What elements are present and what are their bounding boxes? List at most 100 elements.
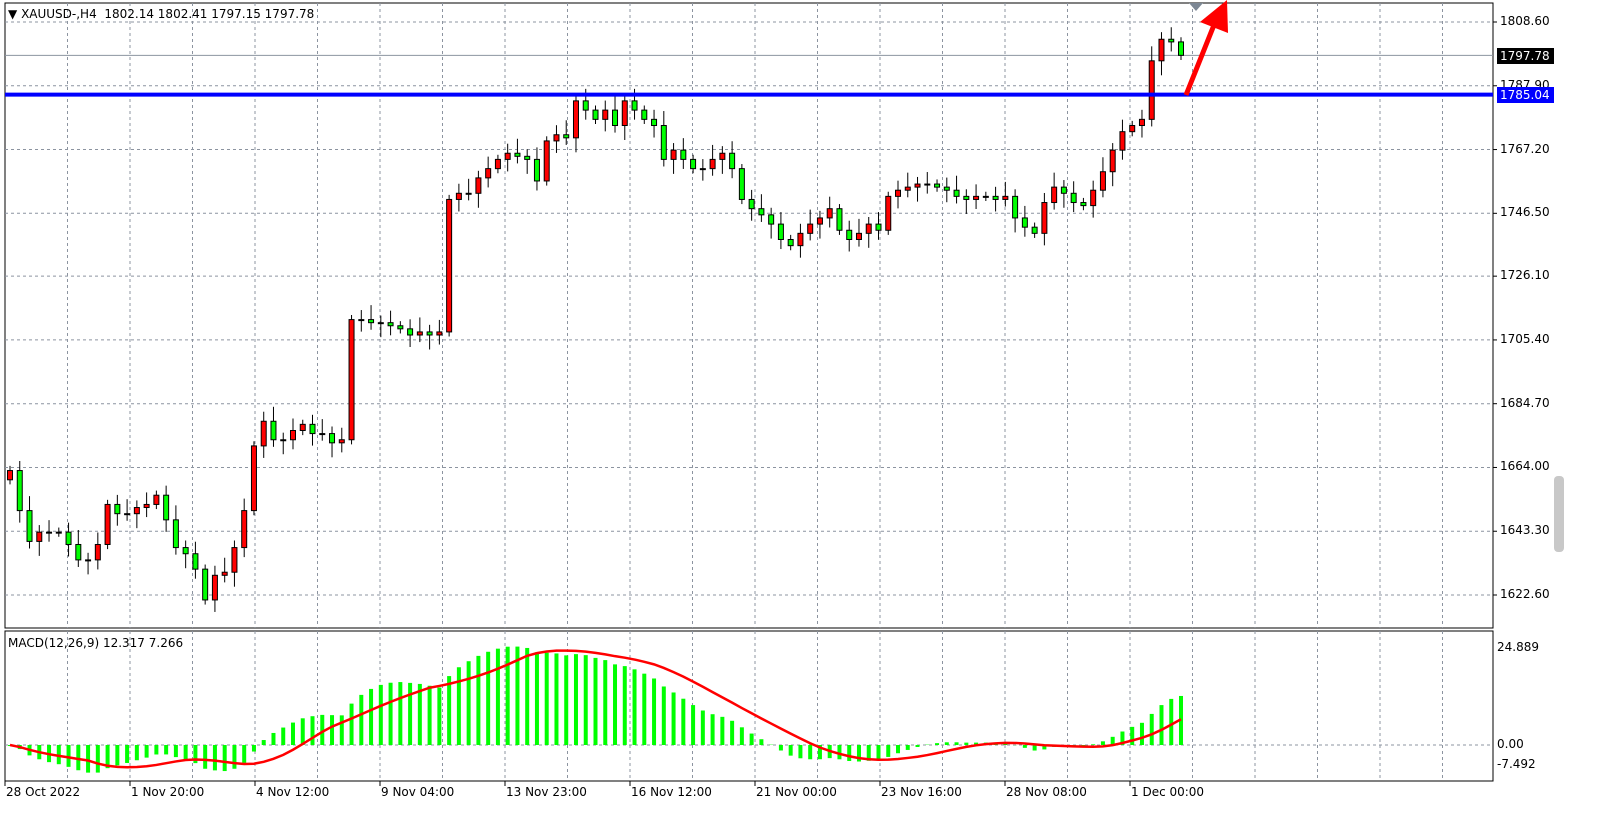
- candle-body: [485, 168, 492, 179]
- candle-body: [797, 232, 804, 247]
- candle-body: [836, 208, 843, 231]
- candle-body: [572, 100, 579, 139]
- candle-body: [211, 574, 218, 601]
- macd-bar: [320, 714, 325, 745]
- candle-body: [338, 439, 345, 444]
- candle-body: [1012, 195, 1019, 219]
- macd-bar: [876, 745, 881, 761]
- candle-body: [1060, 186, 1067, 194]
- candle-body: [582, 100, 589, 111]
- macd-bar: [661, 686, 666, 745]
- macd-bar: [388, 682, 393, 745]
- candle-body: [94, 543, 101, 561]
- candle-body: [329, 433, 336, 444]
- macd-signal-line: [9, 649, 1182, 769]
- price-label: 1664.00: [1500, 459, 1550, 474]
- candle-body: [826, 208, 833, 219]
- macd-bar: [144, 745, 149, 758]
- macd-bar: [944, 742, 949, 745]
- macd-bar: [808, 745, 813, 760]
- candle-body: [192, 553, 199, 570]
- candle-body: [1158, 38, 1165, 62]
- macd-bar: [515, 646, 520, 745]
- main-pane-frame: [4, 2, 1494, 629]
- macd-bar: [330, 715, 335, 745]
- candle-body: [46, 531, 53, 534]
- candle-body: [289, 430, 296, 441]
- macd-bar: [134, 745, 139, 761]
- price-label: 1684.70: [1500, 395, 1550, 410]
- candle-body: [543, 140, 550, 182]
- candle-body: [65, 531, 72, 545]
- macd-bar: [720, 716, 725, 745]
- candle-body: [553, 134, 560, 142]
- macd-bar: [1130, 726, 1135, 745]
- price-label: 1746.50: [1500, 205, 1550, 220]
- candle-body: [690, 158, 697, 170]
- candle-body: [36, 531, 43, 542]
- macd-bar: [232, 745, 237, 769]
- candle-body: [231, 547, 238, 573]
- candle-body: [943, 186, 950, 191]
- macd-bar: [1169, 698, 1174, 745]
- macd-bar: [203, 745, 208, 769]
- candle-body: [934, 183, 941, 188]
- candle-body: [1031, 226, 1038, 234]
- candle-body: [855, 232, 862, 240]
- candle-body: [816, 217, 823, 225]
- time-label: 1 Dec 00:00: [1131, 785, 1205, 799]
- candle-body: [163, 494, 170, 521]
- macd-bar: [730, 720, 735, 745]
- macd-bar: [759, 739, 764, 745]
- macd-bar: [193, 745, 198, 764]
- macd-bar: [681, 698, 686, 745]
- candle-body: [992, 195, 999, 200]
- macd-bar: [76, 745, 81, 771]
- macd-bar: [86, 745, 91, 773]
- scrollbar-thumb[interactable]: [1554, 476, 1564, 552]
- macd-bar: [349, 703, 354, 745]
- macd-bar: [642, 673, 647, 745]
- macd-bar: [222, 745, 227, 772]
- candle-body: [1168, 38, 1175, 43]
- macd-bar: [691, 705, 696, 745]
- macd-bar: [886, 745, 891, 757]
- candle-body: [1041, 202, 1048, 234]
- candle-body: [670, 149, 677, 160]
- candle-body: [75, 543, 82, 561]
- price-label: 1705.40: [1500, 331, 1550, 346]
- candle-body: [241, 510, 248, 549]
- macd-bar: [1042, 745, 1047, 750]
- candle-body: [953, 189, 960, 197]
- candle-body: [133, 507, 140, 515]
- macd-bar: [105, 745, 110, 769]
- candle-body: [309, 423, 316, 435]
- macd-bar: [369, 688, 374, 745]
- macd-bar: [378, 684, 383, 745]
- candle-body: [494, 158, 501, 170]
- candle-body: [270, 420, 277, 441]
- candle-body: [729, 152, 736, 170]
- level-line-tag: 1785.04: [1497, 87, 1554, 103]
- candle-body: [621, 100, 628, 127]
- candle-body: [1138, 118, 1145, 127]
- candle-body: [787, 238, 794, 247]
- macd-bar: [125, 745, 130, 763]
- candle-body: [348, 319, 355, 441]
- candle-body: [895, 189, 902, 197]
- candle-body: [172, 519, 179, 549]
- macd-bar: [974, 742, 979, 745]
- candle-body: [1099, 171, 1106, 191]
- candle-body: [641, 109, 648, 120]
- candle-body: [709, 158, 716, 170]
- macd-bar: [905, 745, 910, 750]
- candle-body: [85, 559, 92, 562]
- macd-bar: [66, 745, 71, 767]
- triangle-down-icon[interactable]: ▼: [8, 7, 18, 21]
- macd-bar: [525, 647, 530, 745]
- macd-bar: [1022, 745, 1027, 748]
- time-label: 23 Nov 16:00: [881, 785, 962, 799]
- macd-bar: [534, 652, 539, 745]
- macd-bar: [173, 745, 178, 758]
